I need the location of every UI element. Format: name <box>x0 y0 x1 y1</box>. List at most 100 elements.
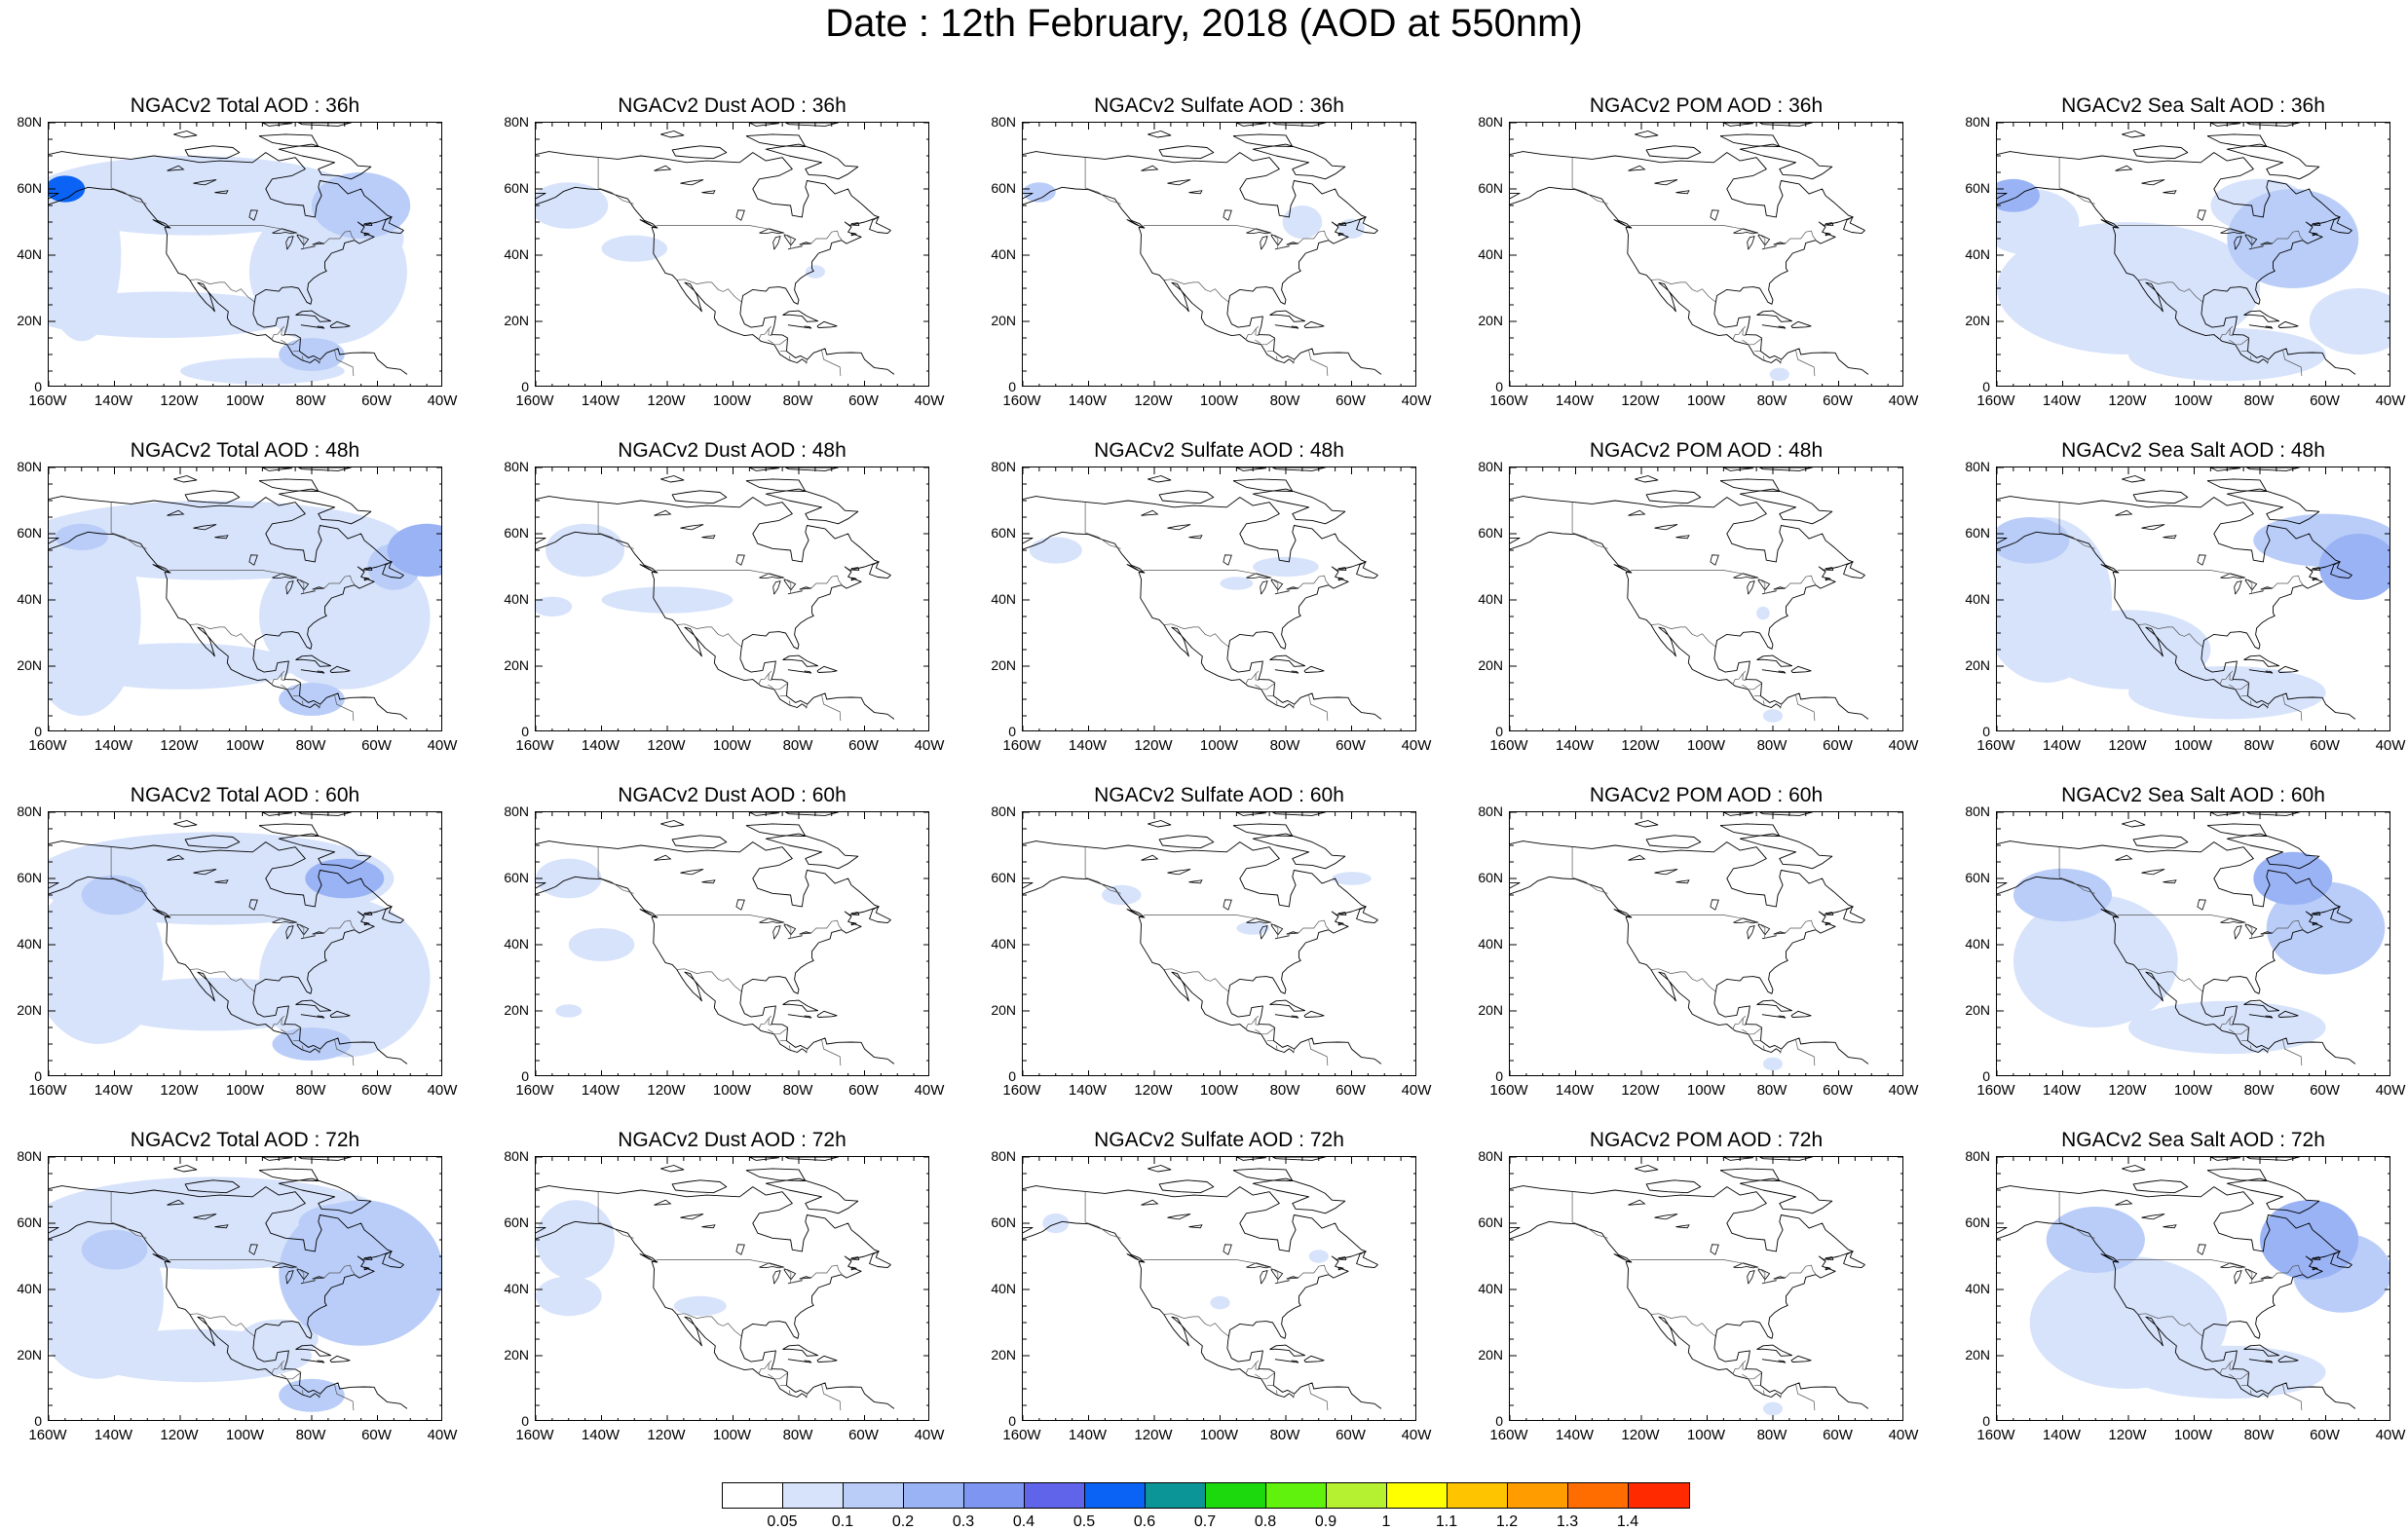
lake-outline <box>2220 228 2246 235</box>
aod-shading <box>2128 1345 2326 1400</box>
coastline <box>782 1344 819 1357</box>
coastline <box>1023 1185 1382 1409</box>
coastline <box>2312 912 2321 915</box>
country-border <box>1245 1360 1260 1374</box>
country-border <box>1732 1015 1747 1029</box>
lake-outline <box>272 228 298 235</box>
lake-outline <box>2220 573 2246 579</box>
country-border <box>1163 623 1229 648</box>
coastline <box>1232 133 1294 147</box>
country-border <box>287 337 302 346</box>
lat-tick-label: 0 <box>1008 1068 1016 1084</box>
country-border <box>2266 358 2270 364</box>
coastline <box>1158 490 1215 504</box>
lon-tick-label: 160W <box>1489 737 1528 754</box>
lon-tick-label: 80W <box>1756 392 1787 409</box>
coastline <box>184 835 241 849</box>
lake-outline <box>2234 580 2242 595</box>
country-border <box>1143 225 1330 249</box>
country-border <box>1308 350 1329 377</box>
lat-tick-label: 20N <box>1965 313 1990 328</box>
country-border <box>2282 1039 2303 1066</box>
coastline <box>2277 1010 2299 1018</box>
coastline <box>1756 999 1793 1012</box>
lake-outline <box>2220 917 2246 924</box>
lake-outline <box>1270 1269 1284 1281</box>
country-border <box>1084 846 1121 894</box>
map-frame <box>1022 811 1416 1076</box>
coastline <box>184 145 241 160</box>
country-border <box>2229 1028 2235 1033</box>
lon-tick-label: 40W <box>1401 737 1432 754</box>
lon-tick-label: 140W <box>94 392 133 409</box>
colorbar-box <box>1025 1483 1085 1508</box>
map-frame <box>48 811 442 1076</box>
lon-tick-label: 140W <box>2042 737 2082 754</box>
map-panel-total-72h: NGACv2 Total AOD : 72h 80N 60N 40N 20N 0 160W 1… <box>17 1129 457 1443</box>
colorbar-label: 1.2 <box>1495 1513 1519 1530</box>
lat-tick-label: 60N <box>504 525 529 541</box>
aod-shading <box>536 1200 615 1280</box>
coastline <box>850 232 857 237</box>
aod-shading <box>81 875 148 915</box>
coastline <box>1997 151 2356 375</box>
country-border <box>2219 325 2234 340</box>
country-border <box>788 1045 791 1050</box>
lake-outline <box>1757 924 1771 936</box>
colorbar-box <box>723 1483 783 1508</box>
coastline <box>363 1256 373 1260</box>
lon-tick-label: 160W <box>28 737 67 754</box>
coastline <box>258 478 320 492</box>
coastline <box>1337 567 1347 571</box>
map-canvas <box>1023 123 1415 386</box>
country-border <box>1762 355 1765 360</box>
colorbar-label: 0.2 <box>891 1513 915 1530</box>
country-border <box>758 1015 772 1029</box>
lake-outline <box>701 879 716 884</box>
map-frame <box>48 1156 442 1421</box>
lake-outline <box>1710 554 1719 566</box>
lon-tick-label: 40W <box>2375 392 2406 409</box>
coastline <box>785 812 839 816</box>
coastline <box>363 567 373 571</box>
country-border <box>821 1384 842 1411</box>
panel-title: NGACv2 Dust AOD : 36h <box>618 94 847 117</box>
lat-tick-label: 80N <box>504 459 529 474</box>
lat-tick-label: 0 <box>34 724 42 739</box>
lake-outline <box>1167 869 1191 876</box>
country-border <box>1762 1045 1765 1050</box>
country-border <box>1795 694 1816 722</box>
coastline <box>1356 561 1378 579</box>
country-border <box>1742 1363 1747 1370</box>
aod-shading <box>1282 205 1323 239</box>
country-border <box>2249 1045 2252 1050</box>
coastline <box>363 577 370 581</box>
coastline <box>2132 490 2189 504</box>
aod-shading <box>546 523 625 578</box>
country-border <box>788 700 791 705</box>
coastline <box>1997 531 2269 708</box>
lat-tick-label: 80N <box>17 459 42 474</box>
coastline <box>1158 145 1215 160</box>
lake-outline <box>2234 925 2242 940</box>
map-frame <box>535 467 929 731</box>
map-canvas <box>49 1157 441 1420</box>
coastline <box>258 133 320 147</box>
coastline <box>173 131 198 138</box>
lon-tick-label: 140W <box>1068 1427 1108 1443</box>
lon-tick-label: 60W <box>848 1082 879 1099</box>
country-border <box>318 1393 321 1399</box>
aod-shading <box>279 338 345 371</box>
lon-tick-label: 140W <box>94 737 133 754</box>
colorbar-box <box>1387 1483 1448 1508</box>
country-border <box>676 968 742 992</box>
coastline <box>536 531 808 708</box>
colorbar-box <box>904 1483 964 1508</box>
lat-tick-label: 60N <box>1478 1214 1503 1230</box>
coastline <box>536 840 895 1064</box>
country-border <box>334 1384 355 1411</box>
country-border <box>774 1371 789 1380</box>
aod-shading <box>312 172 411 239</box>
aod-shading <box>1762 1401 1784 1416</box>
country-border <box>1650 623 1716 648</box>
